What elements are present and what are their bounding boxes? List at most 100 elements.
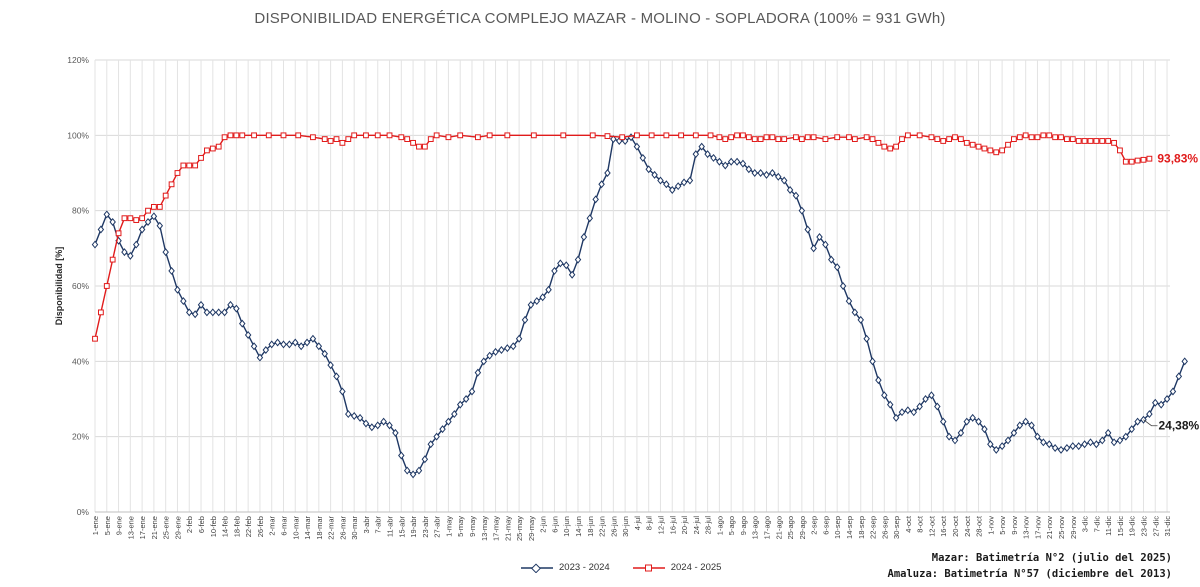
data-point <box>92 335 98 342</box>
data-point <box>156 204 163 210</box>
data-point <box>1117 147 1123 154</box>
data-point <box>857 315 864 324</box>
data-point <box>386 421 393 430</box>
x-tick-label: 3-dic <box>1081 516 1090 533</box>
x-tick-label: 22-jun <box>598 516 607 537</box>
data-point <box>899 136 905 142</box>
x-tick-label: 13-nov <box>1022 516 1031 539</box>
data-point <box>969 413 976 422</box>
x-tick-label: 5-ago <box>727 516 736 535</box>
data-point <box>121 215 128 222</box>
data-point <box>648 132 655 139</box>
data-point <box>251 132 257 139</box>
data-point <box>233 304 240 313</box>
data-point <box>445 417 452 426</box>
data-point <box>707 132 714 139</box>
data-point <box>781 136 788 142</box>
data-point <box>881 143 888 150</box>
data-point <box>1075 138 1082 144</box>
data-point <box>1105 138 1112 144</box>
x-tick-label: 15-dic <box>1116 516 1125 537</box>
data-point <box>286 340 293 349</box>
data-point <box>680 178 688 187</box>
data-point <box>1134 157 1141 164</box>
x-tick-label: 1-nov <box>986 516 995 535</box>
data-point <box>486 132 493 139</box>
data-point <box>740 132 746 139</box>
data-point <box>1034 134 1041 141</box>
x-tick-label: 24-oct <box>963 515 972 537</box>
data-point <box>916 402 923 411</box>
data-point <box>716 134 723 141</box>
bathymetry-note-mazar: Mazar: Batimetría N°2 (julio del 2025) <box>931 552 1172 564</box>
x-tick-label: 17-ene <box>138 516 147 539</box>
data-point <box>733 157 741 166</box>
x-tick-label: 25-ago <box>786 516 795 539</box>
data-point <box>722 136 729 142</box>
y-tick-label: 100% <box>67 130 89 140</box>
x-tick-label: 17-ago <box>763 516 772 539</box>
data-point <box>610 135 617 144</box>
data-point <box>560 132 567 139</box>
data-point <box>445 134 452 141</box>
data-point <box>474 134 481 141</box>
data-point <box>1181 357 1188 366</box>
data-point <box>1051 443 1059 452</box>
data-point <box>934 402 941 411</box>
x-tick-label: 6-mar <box>279 516 288 536</box>
data-point <box>734 132 740 139</box>
end-label-2024-2025: 93,83% <box>1157 152 1198 166</box>
data-point <box>975 417 982 426</box>
data-point <box>833 263 841 272</box>
data-point <box>492 347 499 356</box>
data-point <box>798 206 806 215</box>
data-point <box>321 136 328 142</box>
data-point <box>295 132 302 139</box>
data-point <box>168 266 175 275</box>
data-point <box>1005 141 1011 148</box>
data-point <box>804 134 811 141</box>
data-point <box>663 180 670 189</box>
data-point <box>1022 132 1029 139</box>
data-point <box>910 408 918 417</box>
data-point <box>509 342 517 351</box>
x-tick-label: 15-abr <box>397 516 406 538</box>
legend-item-2024-2025: 2024 - 2025 <box>632 562 721 573</box>
x-tick-label: 9-ene <box>115 516 124 535</box>
data-point <box>265 132 272 139</box>
data-point <box>589 132 596 139</box>
data-point <box>793 134 799 141</box>
data-point <box>881 391 888 400</box>
x-tick-label: 6-jun <box>550 516 559 533</box>
data-point <box>244 330 252 339</box>
data-point <box>339 387 346 396</box>
x-tick-label: 5-ene <box>103 516 112 535</box>
data-point <box>851 136 858 142</box>
data-point <box>619 134 626 141</box>
data-point <box>1028 134 1035 141</box>
x-tick-label: 25-ene <box>162 516 171 539</box>
x-tick-label: 31-dic <box>1163 516 1172 537</box>
y-tick-label: 40% <box>72 356 89 366</box>
data-point <box>1152 398 1159 407</box>
data-point <box>834 134 841 141</box>
x-tick-label: 13-ago <box>751 516 760 539</box>
data-point <box>327 138 334 144</box>
x-tick-label: 12-oct <box>927 515 936 537</box>
data-point <box>221 308 228 317</box>
data-point <box>586 214 594 223</box>
data-point <box>592 195 599 204</box>
data-point <box>998 442 1006 451</box>
x-tick-label: 16-jul <box>668 516 677 535</box>
data-point <box>250 342 258 351</box>
x-tick-label: 25-nov <box>1057 516 1066 539</box>
data-point <box>186 162 193 169</box>
data-point <box>191 310 199 319</box>
data-point <box>151 204 157 210</box>
data-point <box>268 340 275 349</box>
data-point <box>186 308 193 317</box>
x-tick-label: 6-sep <box>821 516 830 535</box>
x-tick-label: 24-jul <box>692 516 701 535</box>
data-point <box>303 338 311 347</box>
data-point <box>728 134 735 141</box>
